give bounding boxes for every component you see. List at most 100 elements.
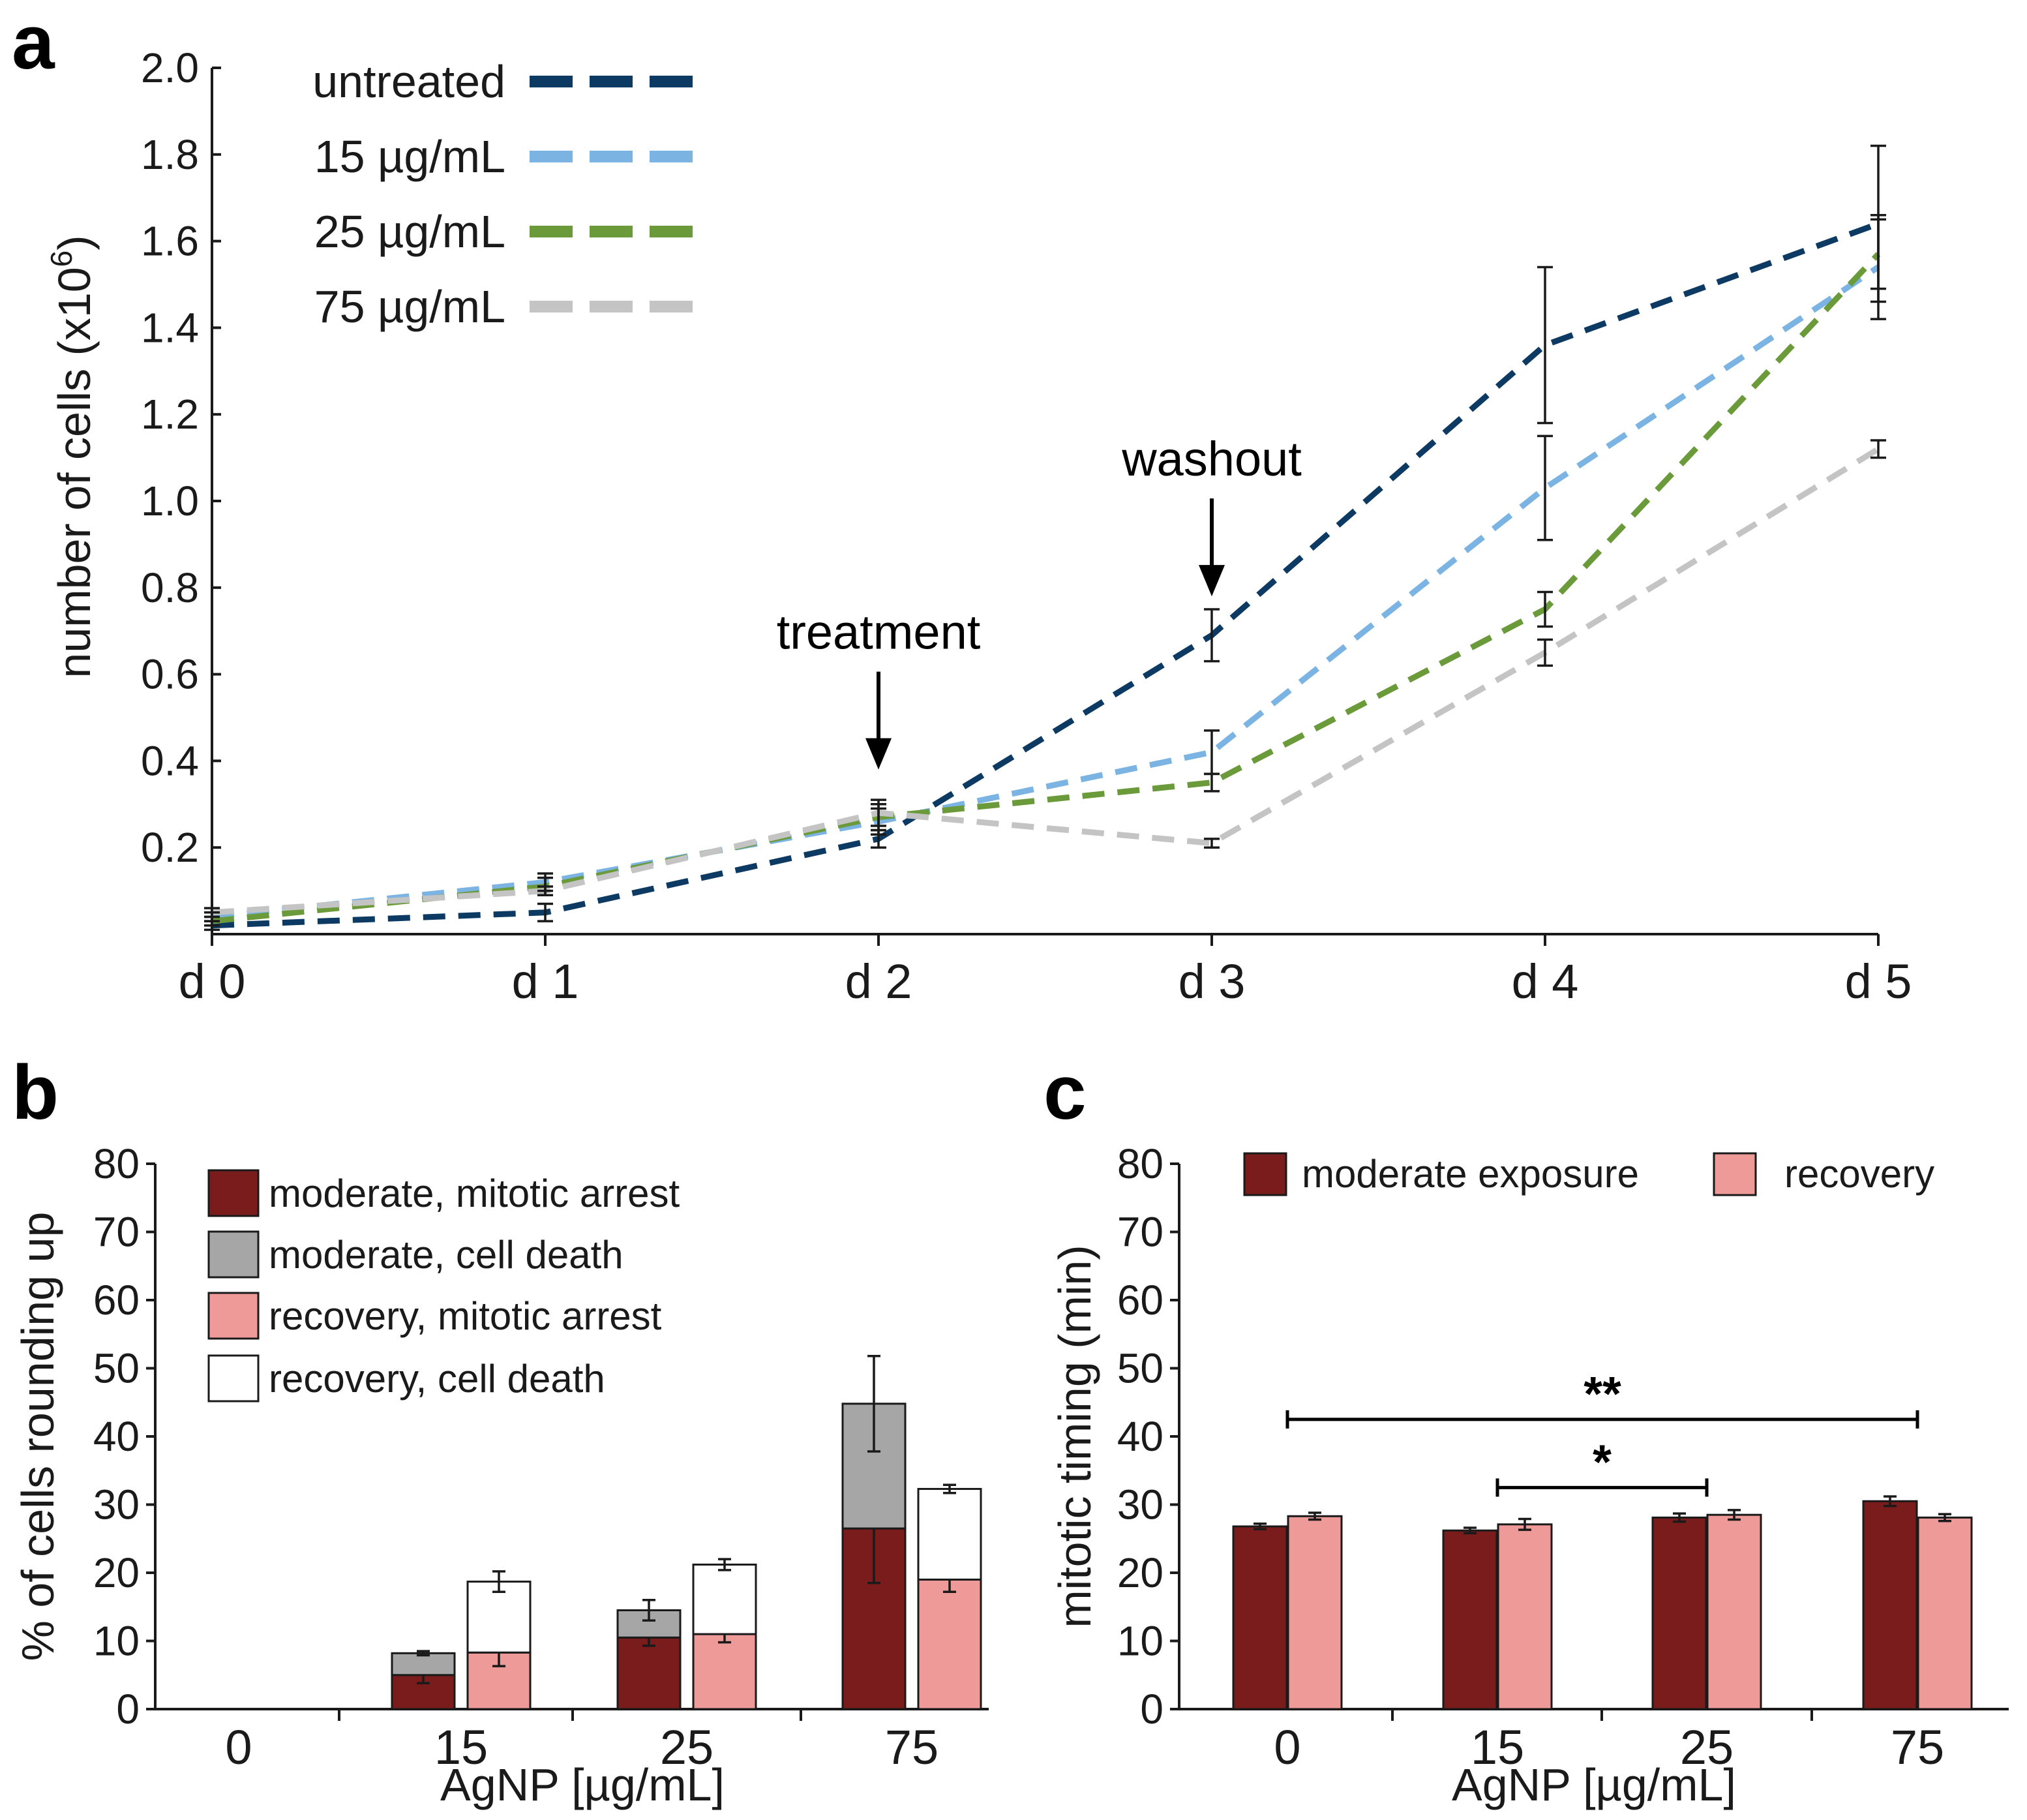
legend-swatch-c [1713, 1152, 1757, 1196]
x-tick-label-c: 0 [1274, 1720, 1300, 1774]
error-bar-b [867, 1354, 880, 1453]
y-tick-label-b: 20 [93, 1549, 140, 1596]
y-tick-label-c: 10 [1117, 1618, 1164, 1665]
bar-recovery [1497, 1523, 1553, 1710]
legend-item-a: 75 µg/mL [314, 281, 701, 332]
error-bar-a [1537, 265, 1553, 425]
bar-segment-recovery-cell-death [692, 1563, 757, 1635]
error-bar-c [1938, 1513, 1951, 1523]
legend-item-b: recovery, mitotic arrest [207, 1292, 662, 1340]
y-tick-label-a: 1.6 [141, 218, 199, 265]
y-tick-label-b: 80 [93, 1140, 140, 1187]
legend-swatch-b [207, 1230, 260, 1279]
bar-segment-moderate-cell-death [616, 1609, 682, 1639]
legend-item-a: 25 µg/mL [314, 206, 701, 257]
y-tick-label-a: 0.2 [141, 824, 199, 871]
error-bar-a [1870, 218, 1886, 290]
bar-moderate-exposure [1651, 1516, 1707, 1710]
y-tick-label-b: 0 [116, 1686, 140, 1733]
bar-segment-moderate-mitotic-arrest [616, 1636, 682, 1710]
y-tick-label-a: 0.4 [141, 737, 199, 784]
x-tick-label-a: d 4 [1512, 954, 1579, 1009]
y-tick-label-c: 70 [1117, 1209, 1164, 1256]
bar-segment-recovery-mitotic-arrest [917, 1578, 982, 1710]
y-tick-label-b: 30 [93, 1481, 140, 1528]
significance-label: ** [1584, 1367, 1621, 1421]
legend-label-c: recovery [1784, 1152, 1934, 1196]
significance-bracket: ** [1285, 1367, 1919, 1429]
x-tick-label-a: d 3 [1179, 954, 1246, 1009]
x-tick-label-b: 15 [434, 1720, 488, 1774]
legend-label-a: 15 µg/mL [314, 131, 505, 182]
x-axis-title-c: AgNP [µg/mL] [1452, 1759, 1736, 1810]
bar-moderate-exposure [1442, 1529, 1498, 1710]
error-bar-b [943, 1483, 956, 1494]
series-line-15-g-ml [211, 264, 1880, 920]
significance-bracket: * [1495, 1434, 1709, 1497]
y-tick-label-a: 0.6 [141, 651, 199, 698]
y-axis-title-b: % of cells rounding up [12, 1212, 63, 1661]
error-bar-c [1673, 1512, 1686, 1523]
y-axis-title-a: number of cells (x106) [44, 235, 100, 678]
y-tick-label-b: 10 [93, 1618, 140, 1665]
annotation-treatment: treatment [777, 605, 981, 770]
error-bar-b [492, 1570, 505, 1594]
bar-recovery [1917, 1516, 1973, 1710]
error-bar-a [1537, 638, 1553, 667]
error-bar-a [204, 907, 220, 918]
panel-letter-c: c [1044, 1050, 1087, 1136]
legend-swatch-b [207, 1292, 260, 1340]
x-tick-label-c: 15 [1471, 1720, 1524, 1774]
legend-label-a: 75 µg/mL [314, 281, 505, 332]
legend-label-b: moderate, mitotic arrest [269, 1172, 680, 1215]
line-chart-cell-number: 0.2 0.4 0.6 0.8 1.0 1.2 1.4 1.6 1.8 2.0 d 0 d 1 d 2… [44, 44, 1912, 1009]
error-bar-c [1308, 1511, 1321, 1521]
legend-item-a: untreated [312, 56, 701, 107]
legend-item-b: moderate, cell death [207, 1230, 623, 1279]
x-tick-label-b: 0 [225, 1720, 252, 1774]
y-tick-label-b: 60 [93, 1277, 140, 1324]
error-bar-b [642, 1599, 655, 1622]
x-tick-label-b: 75 [885, 1720, 938, 1774]
error-bar-c [1464, 1526, 1477, 1535]
y-tick-label-a: 2.0 [141, 44, 199, 91]
y-tick-label-c: 30 [1117, 1481, 1164, 1528]
y-tick-label-a: 0.8 [141, 564, 199, 611]
stacked-bar-chart-rounding-up: 0 10 20 30 40 50 60 70 80 0 15 25 75 % of cells rou… [12, 1140, 989, 1810]
error-bar-a [537, 902, 553, 922]
bar-recovery [1706, 1513, 1762, 1710]
series-line-25-g-ml [211, 252, 1881, 924]
arrow-head [1199, 565, 1225, 597]
legend-label-a: 25 µg/mL [314, 206, 505, 257]
series-line-untreated [211, 220, 1880, 929]
y-tick-label-a: 1.4 [141, 304, 199, 351]
error-bar-a [871, 798, 886, 827]
significance-label: * [1593, 1434, 1612, 1489]
x-axis-title-b: AgNP [µg/mL] [440, 1759, 725, 1810]
annotation-label: washout [1121, 432, 1302, 486]
legend-label-b: moderate, cell death [269, 1233, 623, 1277]
y-tick-label-c: 20 [1117, 1549, 1164, 1596]
y-tick-label-c: 0 [1140, 1686, 1164, 1733]
y-tick-label-b: 50 [93, 1345, 140, 1392]
y-tick-label-c: 50 [1117, 1345, 1164, 1392]
legend-swatch-c [1243, 1152, 1287, 1196]
arrow-head [865, 738, 892, 770]
y-tick-label-a: 1.0 [141, 478, 199, 524]
bar-segment-moderate-cell-death [841, 1403, 907, 1530]
legend-swatch-b [207, 1354, 260, 1403]
bar-segment-recovery-mitotic-arrest [692, 1633, 757, 1710]
legend-item-a: 15 µg/mL [314, 131, 701, 182]
error-bar-c [1254, 1523, 1267, 1530]
y-tick-label-c: 60 [1117, 1277, 1164, 1324]
legend-label-b: recovery, mitotic arrest [269, 1294, 662, 1338]
legend-label-c: moderate exposure [1302, 1152, 1639, 1196]
x-tick-label-a: d 5 [1845, 954, 1912, 1009]
error-bar-b [417, 1650, 430, 1657]
y-tick-label-c: 40 [1117, 1413, 1164, 1460]
annotation-label: treatment [777, 605, 981, 660]
legend-item-b: recovery, cell death [207, 1354, 605, 1403]
panel-letter-b: b [12, 1050, 59, 1136]
error-bar-c [1518, 1517, 1531, 1531]
